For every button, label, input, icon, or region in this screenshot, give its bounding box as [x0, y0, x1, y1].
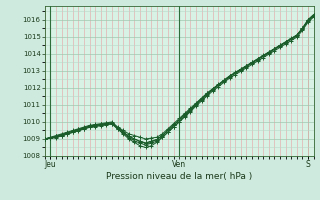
X-axis label: Pression niveau de la mer( hPa ): Pression niveau de la mer( hPa ) [106, 172, 252, 181]
